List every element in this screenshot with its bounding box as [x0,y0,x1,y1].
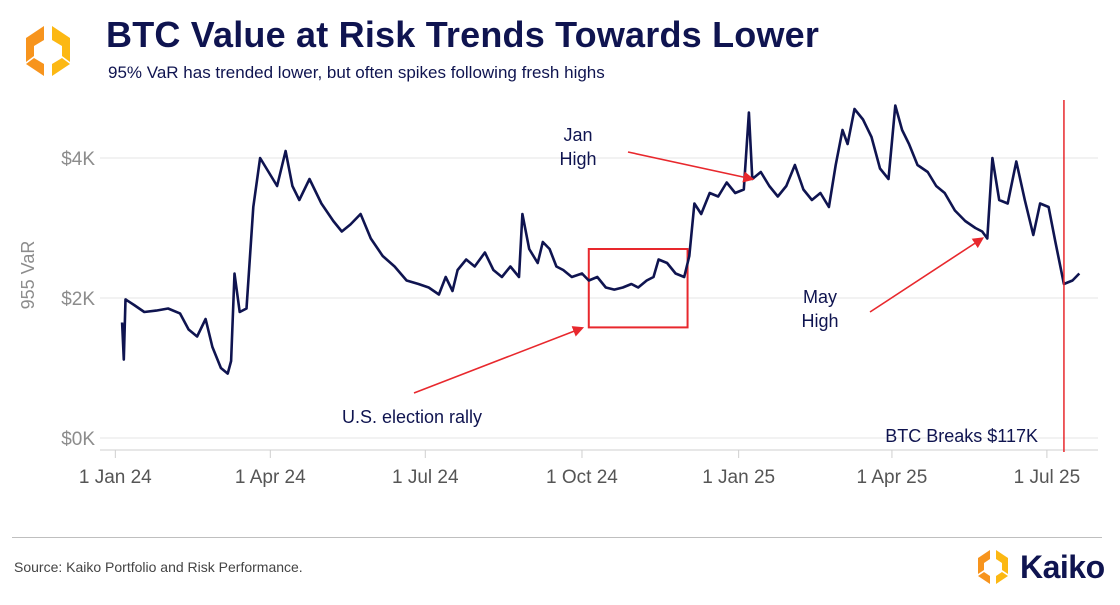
annotation-text: BTC Breaks $117K [885,426,1038,446]
x-tick-label: 1 Jul 24 [392,467,459,488]
y-axis-ticks: $0K $2K $4K [61,149,95,450]
page-subtitle: 95% VaR has trended lower, but often spi… [108,63,605,82]
x-tick-label: 1 Jan 25 [702,467,775,488]
x-tick-label: 1 Jan 24 [79,467,152,488]
annotation-arrow [413,326,585,394]
series-line-var [120,104,1081,375]
annotation-text: Jan [563,125,592,145]
x-tick-label: 1 Apr 25 [857,467,928,488]
annotation-text: U.S. election rally [342,407,482,427]
source-note: Source: Kaiko Portfolio and Risk Perform… [14,559,303,575]
x-tick-label: 1 Oct 24 [546,467,618,488]
grid-lines [100,157,1098,451]
y-tick-label: $2K [61,289,95,310]
x-tick-label: 1 Jul 25 [1014,467,1081,488]
footer-divider [12,537,1102,538]
x-tick-label: 1 Apr 24 [235,467,306,488]
var-line-chart: $0K $2K $4K 1 Jan 24 1 Apr 24 1 Jul 24 1 Oct … [18,100,1098,488]
annotations: Jan High May High U.S. election rally BTC Bre… [342,125,1038,446]
kaiko-brand-icon [978,550,1008,584]
y-tick-label: $4K [61,149,95,170]
annotation-text: May [803,287,837,307]
annotation-arrow [869,237,985,313]
election-highlight-box [587,248,689,329]
x-axis-ticks: 1 Jan 24 1 Apr 24 1 Jul 24 1 Oct 24 1 Jan 25… [79,450,1080,488]
annotation-text: High [801,311,838,331]
page-title: BTC Value at Risk Trends Towards Lower [106,14,820,55]
annotation-text: High [559,149,596,169]
brand-name: Kaiko [1020,549,1105,585]
annotation-arrow [627,151,755,183]
y-axis-label: 955 VaR [18,241,38,310]
kaiko-logo-icon [26,26,70,76]
y-tick-label: $0K [61,429,95,450]
